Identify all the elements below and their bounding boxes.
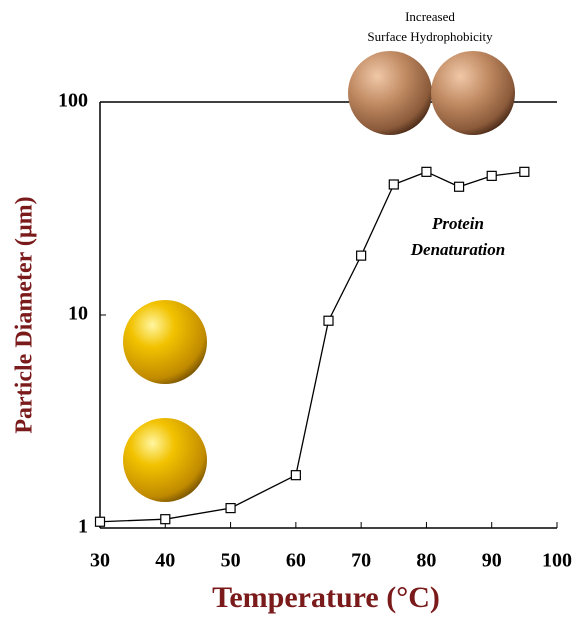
x-tick-label: 90 — [482, 550, 502, 572]
y-axis-title: Particle Diameter (µm) — [12, 196, 38, 433]
x-tick-label: 60 — [286, 550, 306, 572]
data-point — [225, 503, 236, 514]
x-axis-title: Temperature (°C) — [212, 581, 440, 614]
gold-sphere — [123, 300, 207, 384]
y-tick-label: 100 — [58, 90, 88, 112]
y-tick-label: 1 — [78, 516, 88, 538]
gold-sphere — [123, 418, 207, 502]
data-point — [290, 470, 301, 481]
data-point — [421, 166, 432, 177]
data-point — [323, 315, 334, 326]
x-tick-label: 80 — [416, 550, 436, 572]
data-point — [519, 166, 530, 177]
x-tick-label: 70 — [351, 550, 371, 572]
data-point — [453, 181, 465, 192]
data-point — [160, 514, 171, 525]
annotation: Surface Hydrophobicity — [367, 29, 493, 44]
annotation: Denaturation — [410, 240, 505, 259]
y-tick-label: 10 — [68, 303, 88, 325]
brown-sphere — [431, 51, 515, 135]
data-point — [388, 179, 399, 190]
data-point — [356, 250, 367, 261]
x-tick-label: 100 — [542, 550, 572, 572]
data-point — [486, 170, 497, 181]
brown-sphere — [348, 51, 432, 135]
x-tick-label: 40 — [155, 550, 175, 572]
x-tick-label: 30 — [90, 550, 110, 572]
annotation: Protein — [431, 214, 484, 233]
data-point — [94, 516, 106, 527]
annotation: Increased — [405, 9, 455, 24]
x-tick-label: 50 — [221, 550, 241, 572]
